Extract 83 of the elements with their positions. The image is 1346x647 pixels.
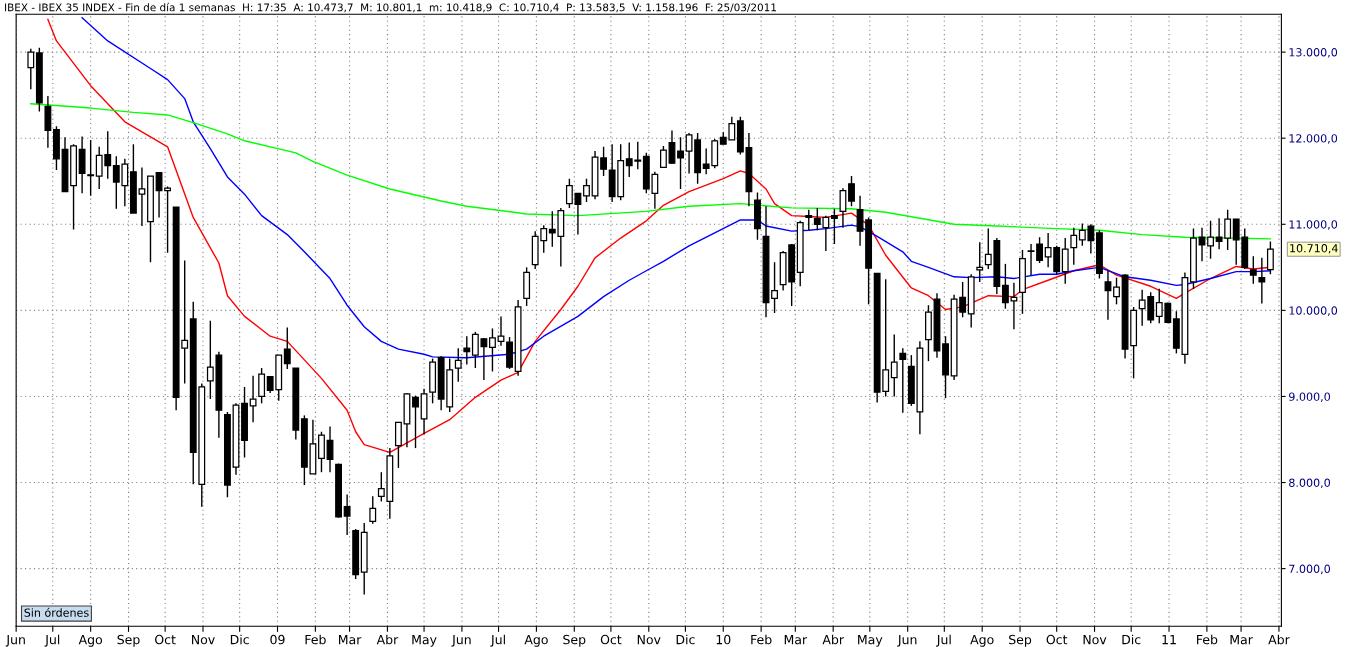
- y-tick-label: 12.000,0: [1289, 134, 1338, 144]
- x-tick-label: Dic: [676, 634, 695, 645]
- candlestick: [890, 333, 898, 398]
- candlestick: [412, 394, 419, 449]
- candlestick: [1198, 227, 1206, 262]
- x-tick-label: Sep: [117, 634, 140, 647]
- candlestick: [258, 367, 266, 405]
- candlestick: [1266, 240, 1274, 275]
- candlestick: [1036, 236, 1044, 264]
- y-tick-label: 13.000,0: [1289, 48, 1338, 58]
- candlestick: [369, 495, 377, 525]
- candlestick: [1249, 255, 1257, 285]
- x-tick-label: Jul: [490, 634, 505, 647]
- x-tick-label: 10: [716, 634, 731, 645]
- candlestick: [1104, 270, 1112, 321]
- x-tick-label: Nov: [637, 635, 661, 645]
- x-tick-label: Abr: [1268, 634, 1290, 645]
- candlestick: [463, 335, 471, 366]
- x-tick-label: Oct: [600, 634, 622, 645]
- candlestick: [1207, 220, 1214, 260]
- line-series: [30, 103, 1272, 240]
- annotation: 10.710,4: [1290, 244, 1338, 254]
- candlestick: [1070, 227, 1078, 266]
- x-tick-label: Ago: [970, 635, 994, 647]
- x-tick-label: Oct: [155, 634, 176, 645]
- x-tick-label: Sep: [563, 634, 586, 647]
- x-tick-label: Jun: [451, 635, 471, 647]
- candlestick: [87, 139, 95, 197]
- annotation: Sin órdenes: [24, 607, 89, 617]
- x-tick-label: Ago: [524, 635, 548, 647]
- x-tick-label: Feb: [1197, 634, 1218, 645]
- x-tick-label: Jul: [936, 634, 951, 647]
- candlestick: [1258, 257, 1266, 305]
- candlestick: [489, 327, 496, 373]
- x-tick-label: Sep: [1009, 634, 1032, 647]
- candlestick: [848, 175, 855, 207]
- candlestick: [583, 177, 590, 203]
- x-tick-label: Feb: [305, 634, 326, 645]
- x-tick-label: Jun: [5, 635, 25, 647]
- candlestick: [394, 421, 402, 469]
- candlestick: [830, 208, 838, 245]
- candlestick: [805, 208, 813, 232]
- x-tick-label: Ago: [78, 635, 103, 647]
- candlestick: [771, 261, 778, 314]
- y-tick-label: 8.000,0: [1289, 478, 1331, 489]
- candlestick: [249, 375, 257, 423]
- x-tick-label: Jun: [897, 635, 917, 647]
- x-tick-label: 11: [1162, 635, 1176, 645]
- x-tick-label: Mar: [784, 635, 808, 645]
- x-tick-label: Dic: [230, 634, 249, 645]
- candlestick: [454, 347, 462, 383]
- candlestick: [27, 47, 35, 90]
- candlestick: [976, 241, 984, 283]
- y-tick-label: 11.000,0: [1289, 220, 1338, 230]
- candlestick: [677, 136, 684, 190]
- x-tick-label: Abr: [376, 634, 399, 645]
- x-tick-label: May: [412, 635, 437, 647]
- line-series: [81, 16, 1272, 359]
- candlestick: [283, 326, 291, 370]
- x-tick-label: Nov: [1083, 635, 1107, 645]
- x-tick-label: Mar: [1230, 635, 1253, 645]
- chart-title: IBEX - IBEX 35 INDEX - Fin de día 1 semanas H: 17:35 A: 10.473,7 M: 10.801,1 m: 10.418,9 C: 10.710,4 P: 13.583,5 V: 1.158.196 F: 25/03/2011: [5, 2, 776, 13]
- y-tick-label: 10.000,0: [1289, 306, 1338, 316]
- candlestick: [1061, 237, 1069, 285]
- x-tick-label: Feb: [751, 634, 772, 645]
- x-tick-label: May: [858, 635, 883, 647]
- candlestick: [343, 493, 351, 536]
- candlestick: [318, 431, 325, 473]
- x-tick-label: 09: [270, 634, 285, 645]
- y-tick-label: 9.000,0: [1289, 392, 1331, 402]
- x-tick-label: Abr: [822, 634, 844, 645]
- candlestick: [839, 187, 847, 229]
- x-tick-label: Dic: [1122, 634, 1141, 645]
- candlestick: [899, 347, 907, 414]
- x-tick-label: Oct: [1046, 634, 1068, 645]
- x-tick-label: Jul: [44, 634, 60, 647]
- candlestick: [1027, 243, 1035, 276]
- x-tick-label: Mar: [338, 635, 362, 645]
- candlestick: [1113, 276, 1120, 306]
- x-tick-label: Nov: [192, 635, 215, 645]
- candlestick: [600, 146, 608, 177]
- candlestick: [659, 145, 667, 169]
- y-tick-label: 7.000,0: [1289, 564, 1331, 575]
